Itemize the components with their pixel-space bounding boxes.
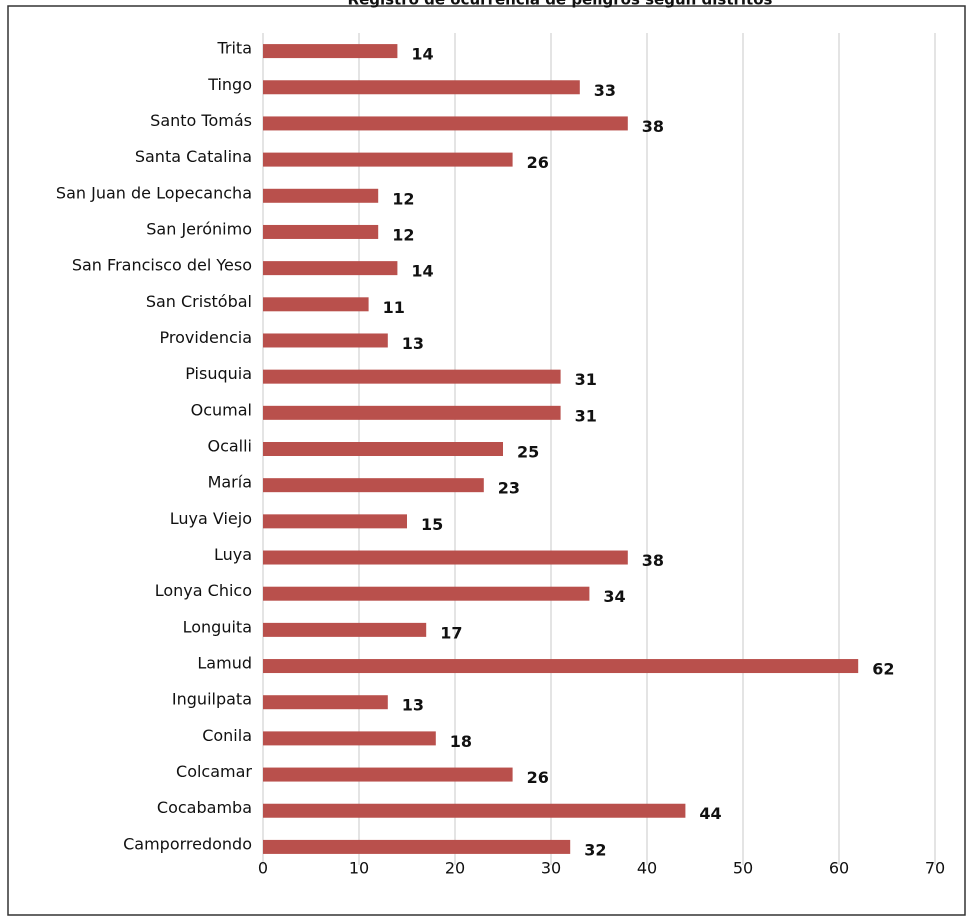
value-label: 33 [594, 81, 616, 100]
value-label: 13 [402, 696, 424, 715]
y-tick-label: Cocabamba [157, 798, 252, 817]
bar [263, 659, 859, 674]
bar [263, 405, 561, 420]
y-tick-label: San Jerónimo [146, 219, 252, 238]
bar [263, 188, 379, 203]
y-tick-label: Luya Viejo [170, 509, 252, 528]
value-label: 11 [383, 298, 405, 317]
y-tick-label: María [208, 473, 252, 492]
value-label: 34 [603, 587, 625, 606]
y-tick-label: Lamud [197, 654, 252, 673]
x-tick-label: 20 [445, 859, 465, 878]
bar [263, 622, 427, 637]
bar [263, 550, 628, 565]
value-label: 17 [440, 623, 462, 642]
value-label: 25 [517, 443, 539, 462]
value-label: 26 [527, 153, 549, 172]
value-label: 26 [527, 768, 549, 787]
y-tick-label: Providencia [160, 328, 252, 347]
x-tick-label: 70 [925, 859, 945, 878]
y-tick-label: Longuita [183, 617, 252, 636]
value-label: 31 [575, 370, 597, 389]
value-label: 44 [699, 804, 721, 823]
value-label: 31 [575, 406, 597, 425]
bar [263, 767, 513, 782]
bar [263, 442, 503, 456]
bar [263, 333, 388, 348]
bar [263, 478, 484, 493]
x-tick-label: 50 [733, 859, 753, 878]
x-tick-label: 30 [541, 859, 561, 878]
y-tick-label: San Cristóbal [146, 292, 252, 311]
x-tick-label: 0 [258, 859, 268, 878]
value-label: 12 [392, 225, 414, 244]
x-tick-label: 60 [829, 859, 849, 878]
y-tick-label: San Francisco del Yeso [72, 256, 252, 275]
bar [263, 44, 398, 59]
value-label: 62 [872, 660, 894, 679]
bar [263, 152, 513, 167]
y-tick-label: Ocumal [191, 400, 252, 419]
value-label: 32 [584, 840, 606, 859]
y-tick-label: Camporredondo [123, 834, 252, 853]
value-label: 38 [642, 117, 664, 136]
y-tick-label: Pisuquia [185, 364, 252, 383]
y-tick-label: Conila [202, 726, 252, 745]
y-tick-label: Lonya Chico [155, 581, 252, 600]
value-label: 38 [642, 551, 664, 570]
bar [263, 803, 686, 818]
x-tick-label: 40 [637, 859, 657, 878]
y-tick-label: Santa Catalina [135, 147, 252, 166]
y-tick-label: Tingo [207, 75, 252, 94]
bar [263, 261, 398, 276]
bar [263, 297, 369, 312]
value-label: 15 [421, 515, 443, 534]
chart-border [7, 5, 966, 916]
y-tick-label: Luya [214, 545, 252, 564]
bar [263, 514, 407, 529]
bar [263, 224, 379, 239]
bar [263, 116, 628, 131]
value-label: 23 [498, 479, 520, 498]
bar [263, 369, 561, 384]
value-label: 18 [450, 732, 472, 751]
chart-title: Registro de ocurrencia de peligros según… [348, 0, 773, 9]
y-tick-label: Colcamar [176, 762, 252, 781]
bar [263, 731, 436, 746]
value-label: 13 [402, 334, 424, 353]
bar [263, 695, 388, 710]
bar [263, 80, 580, 95]
bar [263, 586, 590, 601]
value-label: 12 [392, 189, 414, 208]
y-tick-label: Santo Tomás [150, 111, 252, 130]
y-tick-label: Ocalli [207, 437, 252, 456]
y-tick-label: San Juan de Lopecancha [56, 183, 252, 202]
y-tick-label: Inguilpata [172, 690, 252, 709]
value-label: 14 [411, 45, 433, 64]
x-tick-label: 10 [349, 859, 369, 878]
bar [263, 839, 571, 854]
value-label: 14 [411, 262, 433, 281]
y-tick-label: Trita [216, 39, 252, 58]
